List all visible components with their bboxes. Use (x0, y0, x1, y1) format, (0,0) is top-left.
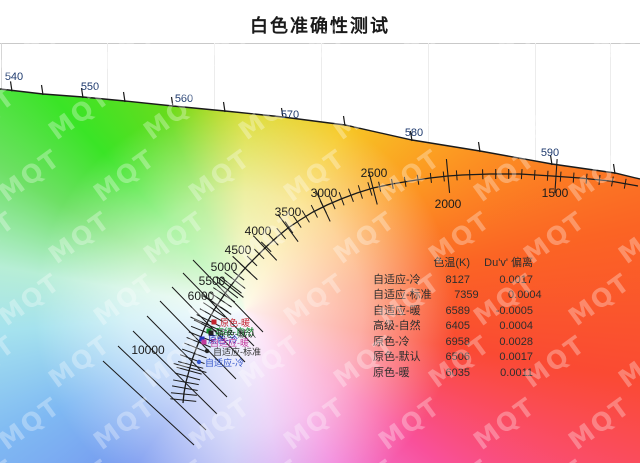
page-title: 白色准确性测试 (250, 16, 390, 36)
table-row: 原色-冷 6958 0.0028 (373, 335, 535, 351)
table-cell: 0.0011 (500, 366, 533, 379)
svg-text:3000: 3000 (311, 186, 338, 200)
table-cell: 自适应-冷 (373, 273, 421, 286)
svg-text:原色-暖: 原色-暖 (220, 317, 250, 328)
svg-text:550: 550 (81, 81, 99, 93)
svg-text:自适应-标准: 自适应-标准 (213, 346, 261, 357)
svg-text:2000: 2000 (435, 197, 462, 211)
table-header-row: 色温(K) Du'v' 偏离 (373, 256, 535, 272)
table-cell: 6506 (445, 351, 470, 363)
svg-text:540: 540 (5, 71, 23, 83)
svg-text:1500: 1500 (542, 186, 569, 200)
svg-text:5000: 5000 (211, 260, 238, 274)
table-cell: 8127 (445, 273, 470, 286)
wavelength-ticks (9, 81, 616, 175)
svg-text:590: 590 (541, 147, 559, 159)
table-row: 自适应-标准 7359 0.0004 (373, 288, 542, 304)
planckian-locus-curve (182, 173, 639, 404)
svg-text:560: 560 (175, 93, 193, 105)
svg-text:自适应-冷: 自适应-冷 (205, 357, 244, 368)
table-cell: 6405 (445, 320, 470, 332)
table-row: 自适应-冷 8127 0.0017 (373, 273, 535, 289)
table-cell: 原色-冷 (373, 335, 410, 348)
table-cell: 0.0004 (508, 289, 542, 301)
plot-top-border (0, 43, 640, 44)
svg-text:3500: 3500 (275, 205, 302, 219)
table-cell: -0.0005 (495, 304, 533, 317)
table-cell: 0.0017 (499, 273, 533, 286)
table-cell: 6958 (445, 335, 470, 348)
spectral-locus-line (0, 88, 640, 180)
table-cell: 7359 (454, 289, 479, 301)
svg-text:580: 580 (405, 127, 423, 139)
svg-text:6000: 6000 (188, 289, 215, 303)
table-body: 自适应-冷 8127 0.0017 自适应-标准 7359 0.0004 自适应-暖 6589… (373, 273, 542, 382)
table-row: 原色-暖 6035 0.0011 (373, 366, 535, 382)
table-cell: 0.0017 (499, 351, 533, 363)
svg-text:4500: 4500 (225, 243, 252, 257)
svg-text:原色-冷: 原色-冷 (208, 334, 238, 345)
table-row: 原色-默认 6506 0.0017 (373, 350, 535, 366)
table-row: 高级-自然 6405 0.0004 (373, 319, 535, 335)
svg-text:570: 570 (281, 109, 299, 121)
table-cell: 0.0004 (499, 320, 533, 332)
svg-text:高级-自然: 高级-自然 (215, 326, 254, 337)
table-row: 自适应-暖 6589 -0.0005 (373, 304, 535, 320)
header-spacer (373, 256, 423, 272)
wavelength-labels: 540 550 560 570 580 590 (5, 71, 559, 159)
svg-text:10000: 10000 (131, 343, 165, 357)
svg-text:自适应-暖: 自适应-暖 (210, 337, 249, 348)
table-cell: 6589 (445, 304, 470, 317)
col-header-cct: 色温(K) (433, 257, 470, 269)
table-cell: 原色-默认 (373, 351, 421, 363)
table-cell: 自适应-标准 (373, 289, 432, 301)
table-cell: 自适应-暖 (373, 304, 421, 317)
svg-text:原色-默认: 原色-默认 (217, 328, 256, 339)
table-cell: 0.0028 (499, 335, 533, 348)
isotherm-lines (102, 259, 264, 446)
test-point-markers (196, 319, 217, 365)
svg-text:5500: 5500 (199, 274, 226, 288)
table-cell: 6035 (445, 366, 470, 379)
col-header-duv: Du'v' 偏离 (484, 257, 533, 269)
results-table: 色温(K) Du'v' 偏离 自适应-冷 8127 0.0017 自适应-标准 7359… (373, 256, 542, 382)
table-cell: 高级-自然 (373, 320, 421, 332)
cct-tick-marks (170, 159, 627, 402)
svg-text:2500: 2500 (361, 166, 388, 180)
svg-text:4000: 4000 (245, 224, 272, 238)
table-cell: 原色-暖 (373, 366, 410, 379)
